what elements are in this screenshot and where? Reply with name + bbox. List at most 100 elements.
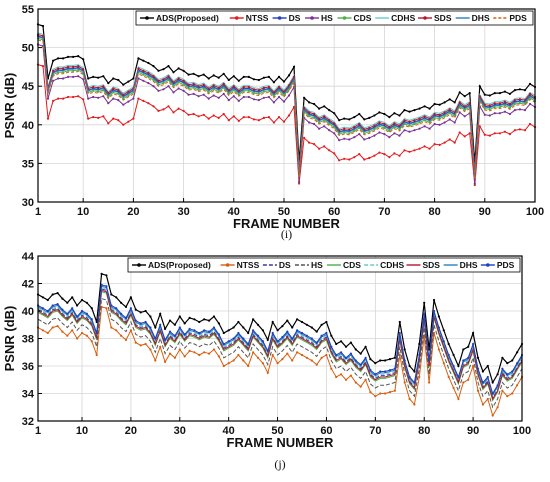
data-point: [282, 100, 286, 103]
series-line: [37, 39, 536, 179]
data-point: [252, 329, 255, 332]
data-point: [41, 24, 45, 28]
data-point: [168, 330, 172, 333]
data-point: [57, 77, 60, 80]
data-point: [217, 86, 220, 89]
data-point: [90, 307, 93, 310]
data-point: [338, 139, 341, 142]
data-point: [323, 125, 326, 128]
data-point: [287, 114, 291, 117]
legend-label: HS: [311, 260, 323, 270]
series-ads-proposed-: [36, 272, 524, 384]
data-point: [393, 152, 396, 155]
data-point: [202, 113, 205, 116]
data-point: [247, 85, 250, 89]
data-point: [271, 353, 274, 357]
x-tick-label: 40: [228, 206, 240, 218]
data-point: [127, 100, 130, 103]
data-point: [134, 341, 137, 344]
data-point: [217, 96, 220, 99]
legend-marker: [277, 16, 282, 20]
data-point: [511, 392, 514, 395]
data-point: [167, 65, 170, 68]
data-point: [85, 301, 88, 304]
data-point: [247, 95, 250, 99]
data-point: [129, 307, 132, 310]
data-point: [462, 359, 465, 362]
data-point: [183, 333, 186, 336]
x-tick-label: 20: [127, 206, 139, 218]
data-point: [340, 373, 343, 376]
data-point: [403, 119, 406, 122]
data-point: [134, 308, 137, 311]
data-point: [120, 334, 123, 337]
data-point: [393, 132, 396, 135]
data-point: [503, 104, 506, 107]
data-point: [320, 334, 323, 337]
data-point: [328, 129, 331, 132]
data-point: [364, 378, 367, 381]
data-point: [447, 342, 450, 346]
data-point: [348, 138, 351, 141]
data-point: [237, 89, 240, 92]
data-point: [66, 334, 69, 337]
data-point: [353, 126, 356, 129]
data-point: [167, 75, 170, 78]
data-point: [437, 315, 440, 318]
legend-marker: [137, 263, 141, 267]
data-point: [349, 374, 352, 377]
data-point: [369, 391, 372, 394]
data-point: [328, 119, 331, 122]
data-point: [310, 359, 313, 362]
data-point: [122, 103, 125, 106]
data-point: [363, 128, 366, 131]
data-point: [208, 352, 211, 355]
series-cdhs: [37, 32, 536, 172]
legend-item: SDS: [418, 13, 452, 23]
data-point: [511, 370, 514, 373]
data-point: [458, 91, 461, 94]
data-point: [513, 109, 517, 112]
data-point: [491, 381, 494, 384]
data-point: [330, 334, 333, 337]
data-point: [388, 358, 392, 361]
data-point: [173, 356, 176, 359]
data-point: [384, 392, 387, 395]
data-point: [122, 123, 125, 126]
data-point: [252, 351, 255, 354]
data-point: [508, 106, 511, 109]
data-point: [513, 99, 517, 102]
data-point: [187, 73, 190, 76]
data-point: [292, 75, 296, 78]
data-point: [506, 362, 509, 365]
data-point: [463, 105, 466, 108]
data-point: [252, 318, 255, 321]
data-point: [76, 315, 79, 318]
legend-marker: [486, 263, 490, 267]
data-point: [423, 145, 426, 148]
data-point: [237, 79, 240, 82]
data-point: [72, 75, 75, 78]
data-point: [363, 118, 366, 121]
data-point: [159, 345, 162, 348]
data-point: [115, 329, 118, 332]
data-point: [77, 68, 80, 72]
series-hs: [37, 297, 523, 409]
data-point: [182, 69, 185, 72]
data-point: [242, 95, 245, 99]
data-point: [192, 82, 195, 85]
data-point: [313, 102, 316, 106]
data-point: [177, 67, 180, 70]
y-tick-label: 35: [22, 158, 34, 170]
data-point: [472, 331, 475, 335]
data-point: [95, 320, 98, 324]
data-point: [408, 375, 411, 379]
x-tick-label: 20: [125, 425, 137, 437]
data-point: [486, 397, 489, 401]
data-point: [137, 97, 140, 100]
data-point: [373, 154, 376, 157]
data-point: [423, 119, 426, 122]
data-point: [107, 92, 110, 95]
data-point: [403, 149, 406, 152]
data-point: [354, 381, 357, 384]
